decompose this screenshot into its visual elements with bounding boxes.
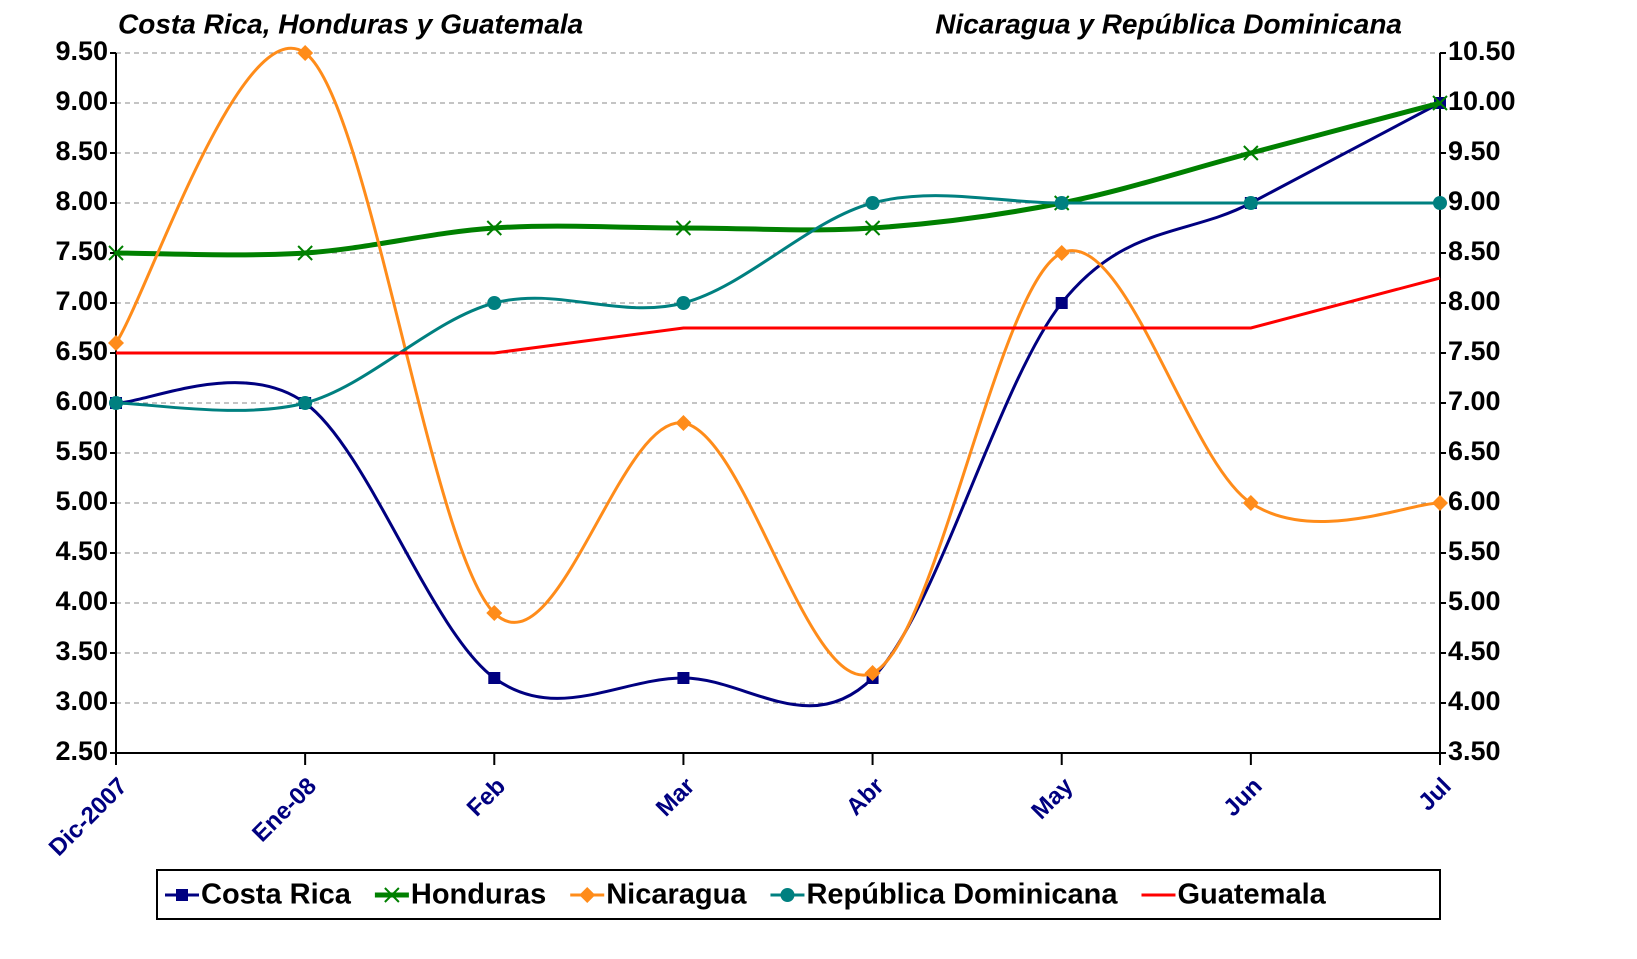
marker xyxy=(298,396,313,410)
marker xyxy=(1243,145,1259,161)
marker xyxy=(488,672,501,684)
y2-tick-label: 7.00 xyxy=(1448,386,1501,416)
x-tick-label: Jun xyxy=(1218,773,1267,822)
marker xyxy=(486,605,503,621)
marker xyxy=(1055,297,1068,309)
legend-box xyxy=(156,869,1441,920)
y2-tick-label: 4.50 xyxy=(1448,636,1501,666)
marker xyxy=(486,220,502,236)
y2-tick-label: 9.00 xyxy=(1448,186,1501,216)
marker xyxy=(1242,495,1259,511)
y2-tick-label: 9.50 xyxy=(1448,136,1501,166)
chart-title: Costa Rica, Honduras y Guatemala xyxy=(118,8,583,39)
legend-label: Nicaragua xyxy=(606,879,747,911)
marker xyxy=(384,887,400,903)
y-tick-label: 5.50 xyxy=(55,436,108,466)
series-line xyxy=(114,47,1441,677)
marker xyxy=(1432,95,1448,111)
y2-tick-label: 4.00 xyxy=(1448,686,1501,716)
y-tick-label: 6.00 xyxy=(55,386,108,416)
y2-tick-label: 6.00 xyxy=(1448,486,1501,516)
y2-tick-label: 10.50 xyxy=(1448,36,1516,66)
marker xyxy=(176,889,188,901)
marker xyxy=(865,196,880,210)
marker xyxy=(780,888,795,902)
series-line xyxy=(116,276,1441,355)
y-tick-label: 4.50 xyxy=(55,536,108,566)
y2-tick-label: 8.50 xyxy=(1448,236,1501,266)
y2-tick-label: 3.50 xyxy=(1448,736,1501,766)
legend-item: República Dominicana xyxy=(770,879,1118,911)
marker xyxy=(1432,495,1448,511)
y-tick-label: 9.00 xyxy=(55,86,108,116)
marker xyxy=(579,887,596,903)
y-tick-label: 2.50 xyxy=(55,736,108,766)
series-line xyxy=(115,100,1441,258)
y2-tick-label: 7.50 xyxy=(1448,336,1501,366)
y-tick-label: 9.50 xyxy=(55,36,108,66)
legend-item: Costa Rica xyxy=(165,879,352,911)
marker xyxy=(1053,245,1070,261)
marker xyxy=(297,245,313,261)
y2-tick-label: 5.00 xyxy=(1448,586,1501,616)
legend-item: Nicaragua xyxy=(570,879,747,911)
y-tick-label: 3.50 xyxy=(55,636,108,666)
legend-label: Honduras xyxy=(411,879,546,911)
marker xyxy=(864,665,881,681)
marker xyxy=(676,296,691,310)
marker xyxy=(108,245,124,261)
x-tick-label: May xyxy=(1026,772,1079,825)
y-tick-label: 4.00 xyxy=(55,586,108,616)
x-tick-label: Ene-08 xyxy=(247,773,322,848)
y-tick-label: 7.50 xyxy=(55,236,108,266)
marker xyxy=(1243,196,1258,210)
marker xyxy=(675,415,692,431)
y-tick-label: 7.00 xyxy=(55,286,108,316)
marker xyxy=(1054,196,1069,210)
y-tick-label: 8.50 xyxy=(55,136,108,166)
y-tick-label: 5.00 xyxy=(55,486,108,516)
y2-tick-label: 8.00 xyxy=(1448,286,1501,316)
marker xyxy=(864,220,881,236)
series-line xyxy=(115,194,1440,412)
series-line xyxy=(115,101,1441,708)
y2-tick-label: 6.50 xyxy=(1448,436,1501,466)
legend-item: Guatemala xyxy=(1141,879,1327,911)
x-tick-label: Dic-2007 xyxy=(44,773,133,862)
chart-subtitle: Nicaragua y República Dominicana xyxy=(935,8,1402,39)
legend-label: Costa Rica xyxy=(201,879,352,911)
x-tick-label: Mar xyxy=(651,773,700,822)
marker xyxy=(1433,196,1447,210)
y-tick-label: 6.50 xyxy=(55,336,108,366)
y2-tick-label: 10.00 xyxy=(1448,86,1516,116)
y-tick-label: 3.00 xyxy=(55,686,108,716)
marker xyxy=(108,335,124,351)
legend-item: Honduras xyxy=(374,879,546,911)
marker xyxy=(487,296,502,310)
y2-tick-label: 5.50 xyxy=(1448,536,1501,566)
legend-label: Guatemala xyxy=(1177,879,1326,911)
marker xyxy=(677,672,690,684)
x-tick-label: Abr xyxy=(841,773,889,821)
y-tick-label: 8.00 xyxy=(55,186,108,216)
legend-label: República Dominicana xyxy=(806,879,1118,911)
x-tick-label: Feb xyxy=(462,773,511,822)
marker xyxy=(675,220,692,236)
marker xyxy=(109,396,123,410)
x-tick-label: Jul xyxy=(1413,773,1457,817)
marker xyxy=(297,45,314,61)
